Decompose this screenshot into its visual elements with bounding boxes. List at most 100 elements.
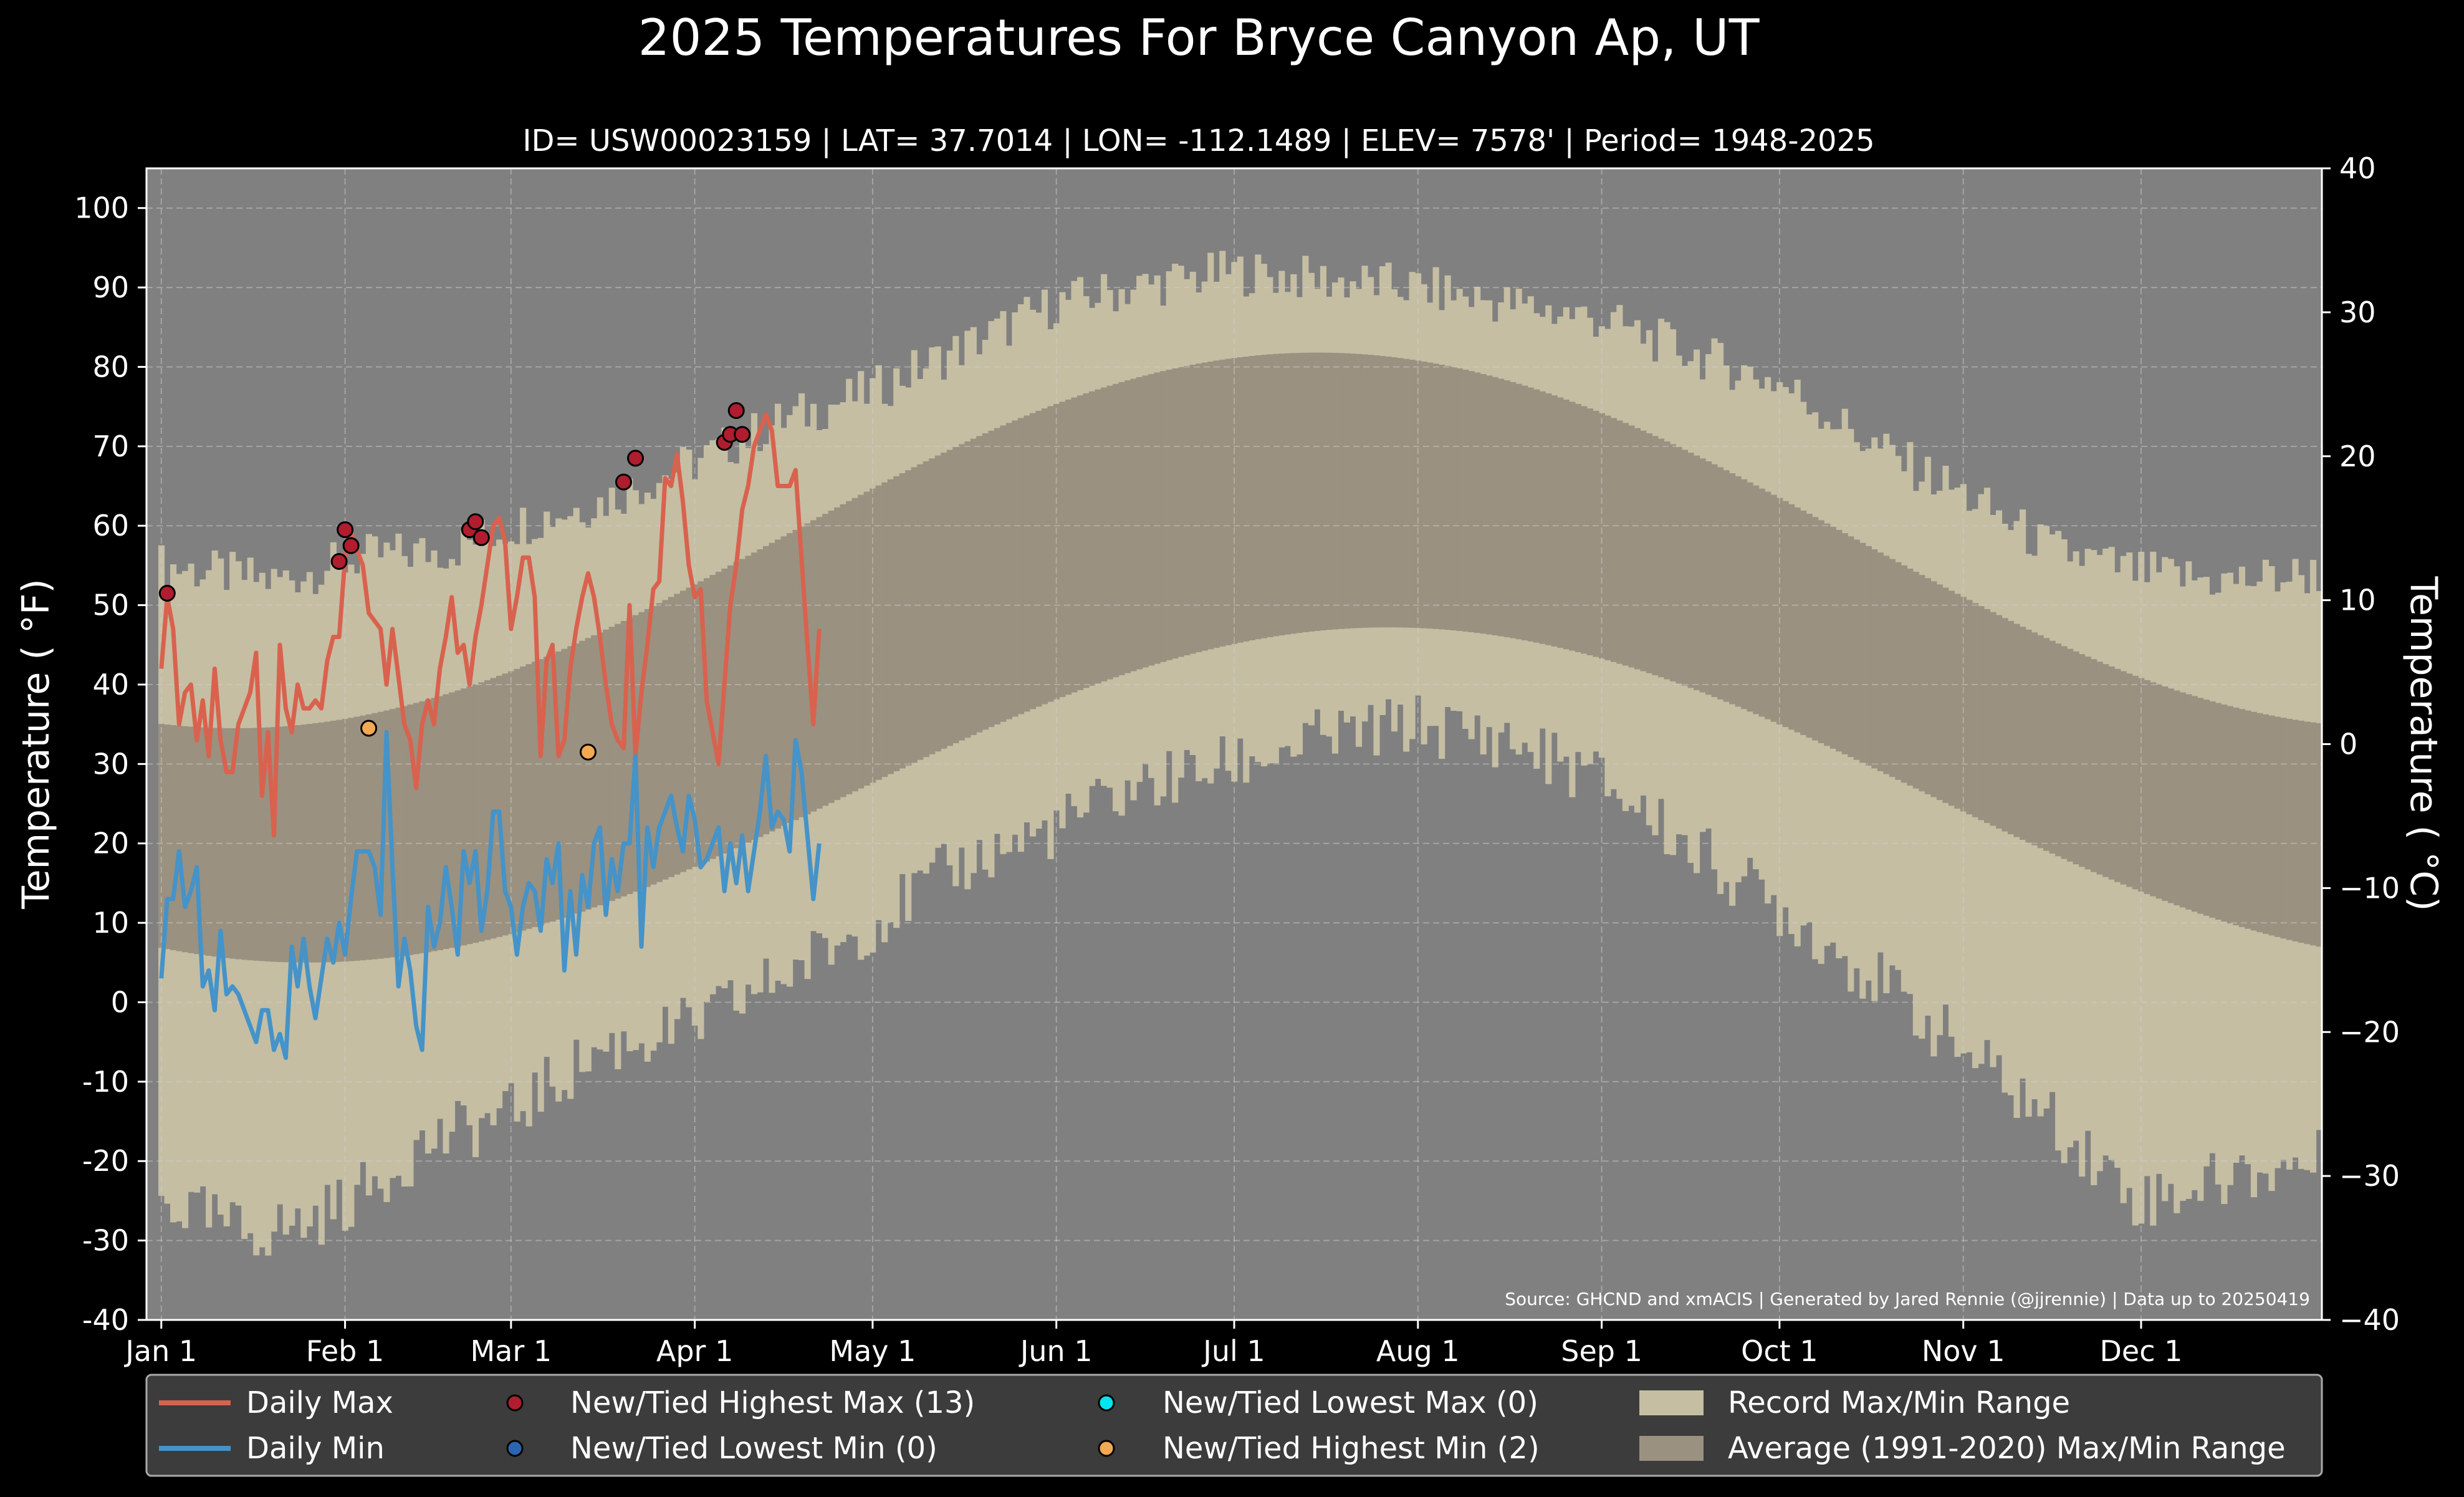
legend-swatch-avg-range bbox=[1639, 1436, 1704, 1461]
average-range-bar bbox=[775, 539, 782, 829]
average-range-bar bbox=[1907, 568, 1914, 786]
average-range-bar bbox=[1160, 371, 1167, 662]
y-axis-left-label: Temperature ( °F) bbox=[14, 579, 58, 910]
average-range-bar bbox=[1871, 549, 1878, 769]
y-tick-label-right: −20 bbox=[2339, 1015, 2400, 1049]
legend-label-daily-max: Daily Max bbox=[246, 1385, 393, 1420]
average-range-bar bbox=[1480, 373, 1487, 634]
average-range-bar bbox=[1806, 514, 1813, 738]
average-range-bar bbox=[1385, 356, 1392, 628]
average-range-bar bbox=[1503, 380, 1510, 638]
average-range-bar bbox=[401, 706, 408, 956]
average-range-bar bbox=[1699, 458, 1706, 693]
average-range-bar bbox=[1990, 612, 1997, 826]
average-range-bar bbox=[365, 714, 372, 960]
average-range-bar bbox=[1652, 436, 1659, 675]
legend-label-daily-min: Daily Min bbox=[246, 1431, 385, 1466]
average-range-bar bbox=[1569, 402, 1576, 651]
average-range-bar bbox=[1213, 360, 1220, 648]
average-range-bar bbox=[342, 718, 348, 962]
average-range-bar bbox=[603, 629, 610, 903]
average-range-bar bbox=[1397, 358, 1404, 628]
average-range-bar bbox=[750, 552, 758, 840]
average-range-bar bbox=[787, 533, 793, 823]
average-range-bar bbox=[1379, 355, 1386, 628]
average-range-bar bbox=[1782, 501, 1789, 728]
average-range-bar bbox=[2025, 629, 2032, 843]
average-range-bar bbox=[537, 659, 544, 926]
source-note: Source: GHCND and xmACIS | Generated by … bbox=[1505, 1289, 2310, 1309]
average-range-bar bbox=[1942, 587, 1949, 803]
average-range-bar bbox=[1177, 367, 1184, 657]
average-range-bar bbox=[508, 671, 515, 934]
legend-marker-low-min bbox=[506, 1440, 524, 1457]
average-range-bar bbox=[2155, 684, 2162, 899]
average-range-bar bbox=[1260, 355, 1267, 638]
average-range-bar bbox=[644, 609, 651, 887]
average-range-bar bbox=[1255, 355, 1262, 640]
average-range-bar bbox=[2250, 711, 2257, 931]
average-range-bar bbox=[1427, 362, 1434, 629]
x-tick-label: Jun 1 bbox=[1019, 1334, 1093, 1368]
y-tick-label-right: −40 bbox=[2339, 1303, 2400, 1337]
average-range-bar bbox=[2227, 706, 2233, 924]
y-tick-label-right: 0 bbox=[2339, 728, 2357, 761]
average-range-bar bbox=[158, 724, 165, 948]
average-range-bar bbox=[769, 542, 775, 832]
average-range-bar bbox=[1106, 385, 1113, 680]
average-range-bar bbox=[211, 728, 218, 957]
average-range-bar bbox=[1302, 352, 1309, 633]
record-range-bar bbox=[2079, 566, 2086, 1177]
y-axis-right: −40 −30 −20 −10 0 10 20 30 40 bbox=[2322, 152, 2400, 1337]
y-tick-label-right: −10 bbox=[2339, 871, 2400, 905]
average-range-bar bbox=[2174, 690, 2180, 905]
average-range-bar bbox=[1522, 385, 1528, 641]
average-range-bar bbox=[1705, 461, 1712, 695]
average-range-bar bbox=[1450, 367, 1457, 631]
average-range-bar bbox=[875, 485, 882, 780]
average-range-bar bbox=[1077, 395, 1084, 690]
average-range-bar bbox=[1960, 597, 1967, 812]
average-range-bar bbox=[1415, 360, 1422, 628]
new-highest-max-marker bbox=[337, 521, 354, 539]
average-range-bar bbox=[1023, 415, 1030, 712]
average-range-bar bbox=[206, 728, 213, 956]
legend-marker-low-max bbox=[1098, 1394, 1115, 1412]
average-range-bar bbox=[1983, 609, 1991, 823]
average-range-bar bbox=[1510, 382, 1517, 638]
average-range-bar bbox=[2280, 718, 2287, 939]
average-range-bar bbox=[905, 470, 912, 766]
average-range-bar bbox=[176, 726, 183, 951]
average-range-bar bbox=[656, 603, 663, 882]
record-markers bbox=[158, 402, 751, 761]
average-range-bar bbox=[1142, 375, 1149, 668]
average-range-bar bbox=[1444, 365, 1451, 630]
average-range-bar bbox=[703, 578, 711, 862]
average-range-bar bbox=[1883, 556, 1890, 774]
average-range-bar bbox=[561, 648, 568, 918]
average-range-bar bbox=[1616, 420, 1623, 664]
average-range-bar bbox=[1148, 373, 1155, 666]
average-range-bar bbox=[1432, 363, 1439, 629]
average-range-bar bbox=[591, 635, 598, 908]
average-range-bar bbox=[431, 698, 438, 951]
y-tick-label-left: 80 bbox=[92, 350, 129, 383]
average-range-bar bbox=[1136, 377, 1143, 670]
average-range-bar bbox=[2245, 710, 2251, 929]
average-range-bar bbox=[1166, 369, 1172, 660]
y-tick-label-left: 10 bbox=[92, 906, 129, 940]
average-range-bar bbox=[2020, 627, 2026, 840]
y-tick-label-right: 10 bbox=[2339, 584, 2376, 617]
average-range-bar bbox=[1664, 441, 1671, 680]
average-range-bar bbox=[1765, 491, 1771, 720]
average-range-bar bbox=[1089, 391, 1096, 686]
average-range-bar bbox=[2262, 714, 2270, 934]
average-range-bar bbox=[1687, 452, 1694, 688]
x-axis: Jan 1 Feb 1 Mar 1 Apr 1 May 1 Jun 1 Jul 1 Aug 1… bbox=[123, 1320, 2182, 1368]
average-range-bar bbox=[199, 727, 206, 955]
y-tick-label-left: 30 bbox=[92, 747, 129, 781]
average-range-bar bbox=[2298, 720, 2305, 943]
average-range-bar bbox=[1735, 476, 1742, 707]
average-range-bar bbox=[573, 643, 580, 914]
x-tick-label: Feb 1 bbox=[306, 1334, 384, 1368]
